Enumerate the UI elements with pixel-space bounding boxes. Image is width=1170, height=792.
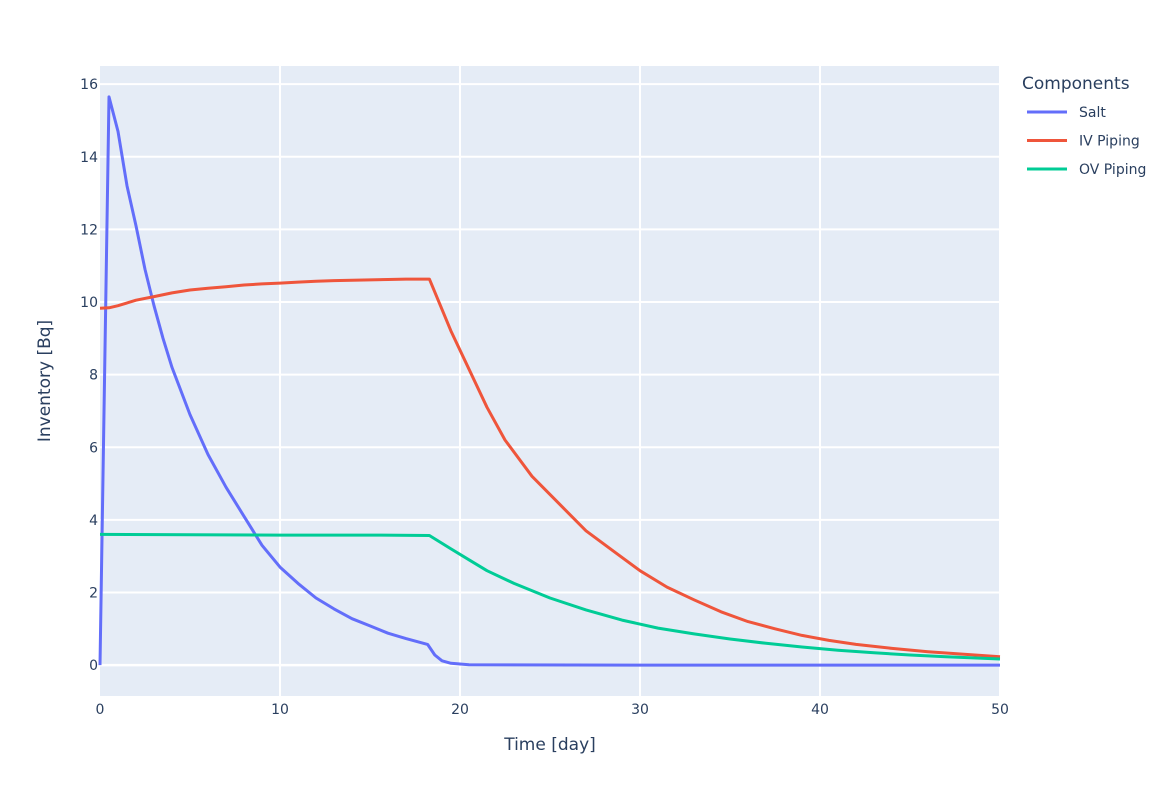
x-tick: 20 (451, 702, 469, 718)
y-tick: 8 (89, 368, 98, 384)
y-tick: 10 (80, 295, 98, 311)
y-tick: 14 (80, 150, 98, 166)
plot-background (100, 66, 1000, 696)
y-tick: 2 (89, 586, 98, 602)
y-tick: 0 (89, 658, 98, 674)
x-tick: 50 (991, 702, 1009, 718)
x-tick-label: 40 (811, 702, 829, 718)
legend-item-iv-piping[interactable]: IV Piping (1027, 134, 1140, 150)
y-tick-label: 0 (89, 658, 98, 674)
y-tick: 12 (80, 222, 98, 238)
y-tick-label: 10 (80, 295, 98, 311)
x-tick-label: 0 (96, 702, 105, 718)
legend-label: OV Piping (1079, 162, 1146, 178)
y-tick-label: 4 (89, 513, 98, 529)
series-line-salt (98, 95, 1000, 667)
y-tick-label: 12 (80, 222, 98, 238)
x-tick: 30 (631, 702, 649, 718)
x-tick-label: 10 (271, 702, 289, 718)
y-tick-label: 16 (80, 77, 98, 93)
y-tick: 16 (80, 77, 98, 93)
x-axis-title: Time [day] (503, 735, 596, 755)
legend-item-ov-piping[interactable]: OV Piping (1027, 162, 1146, 178)
x-tick: 40 (811, 702, 829, 718)
x-tick-label: 20 (451, 702, 469, 718)
legend-item-salt[interactable]: Salt (1027, 105, 1106, 121)
x-tick-label: 50 (991, 702, 1009, 718)
y-tick-label: 14 (80, 150, 98, 166)
y-axis-title: Inventory [Bq] (35, 320, 55, 442)
legend-title: Components (1022, 74, 1130, 94)
series-line-ov-piping (99, 532, 1001, 661)
x-axis-ticks: 0 10 20 30 40 50 (96, 702, 1009, 718)
legend-label: IV Piping (1079, 134, 1140, 150)
y-tick: 6 (89, 440, 98, 456)
y-tick-label: 8 (89, 368, 98, 384)
x-tick-label: 30 (631, 702, 649, 718)
y-tick: 4 (89, 513, 98, 529)
y-tick-label: 6 (89, 440, 98, 456)
series-line-iv-piping (99, 277, 1001, 659)
x-tick: 10 (271, 702, 289, 718)
series-lines (98, 95, 1001, 667)
y-tick-label: 2 (89, 586, 98, 602)
legend-items: Salt IV Piping OV Piping (1027, 105, 1146, 178)
y-axis-ticks: 0 2 4 6 8 10 12 14 16 (80, 77, 98, 674)
legend-label: Salt (1079, 105, 1106, 121)
legend[interactable]: Components Salt IV Piping OV Piping (1022, 74, 1146, 178)
x-tick: 0 (96, 702, 105, 718)
